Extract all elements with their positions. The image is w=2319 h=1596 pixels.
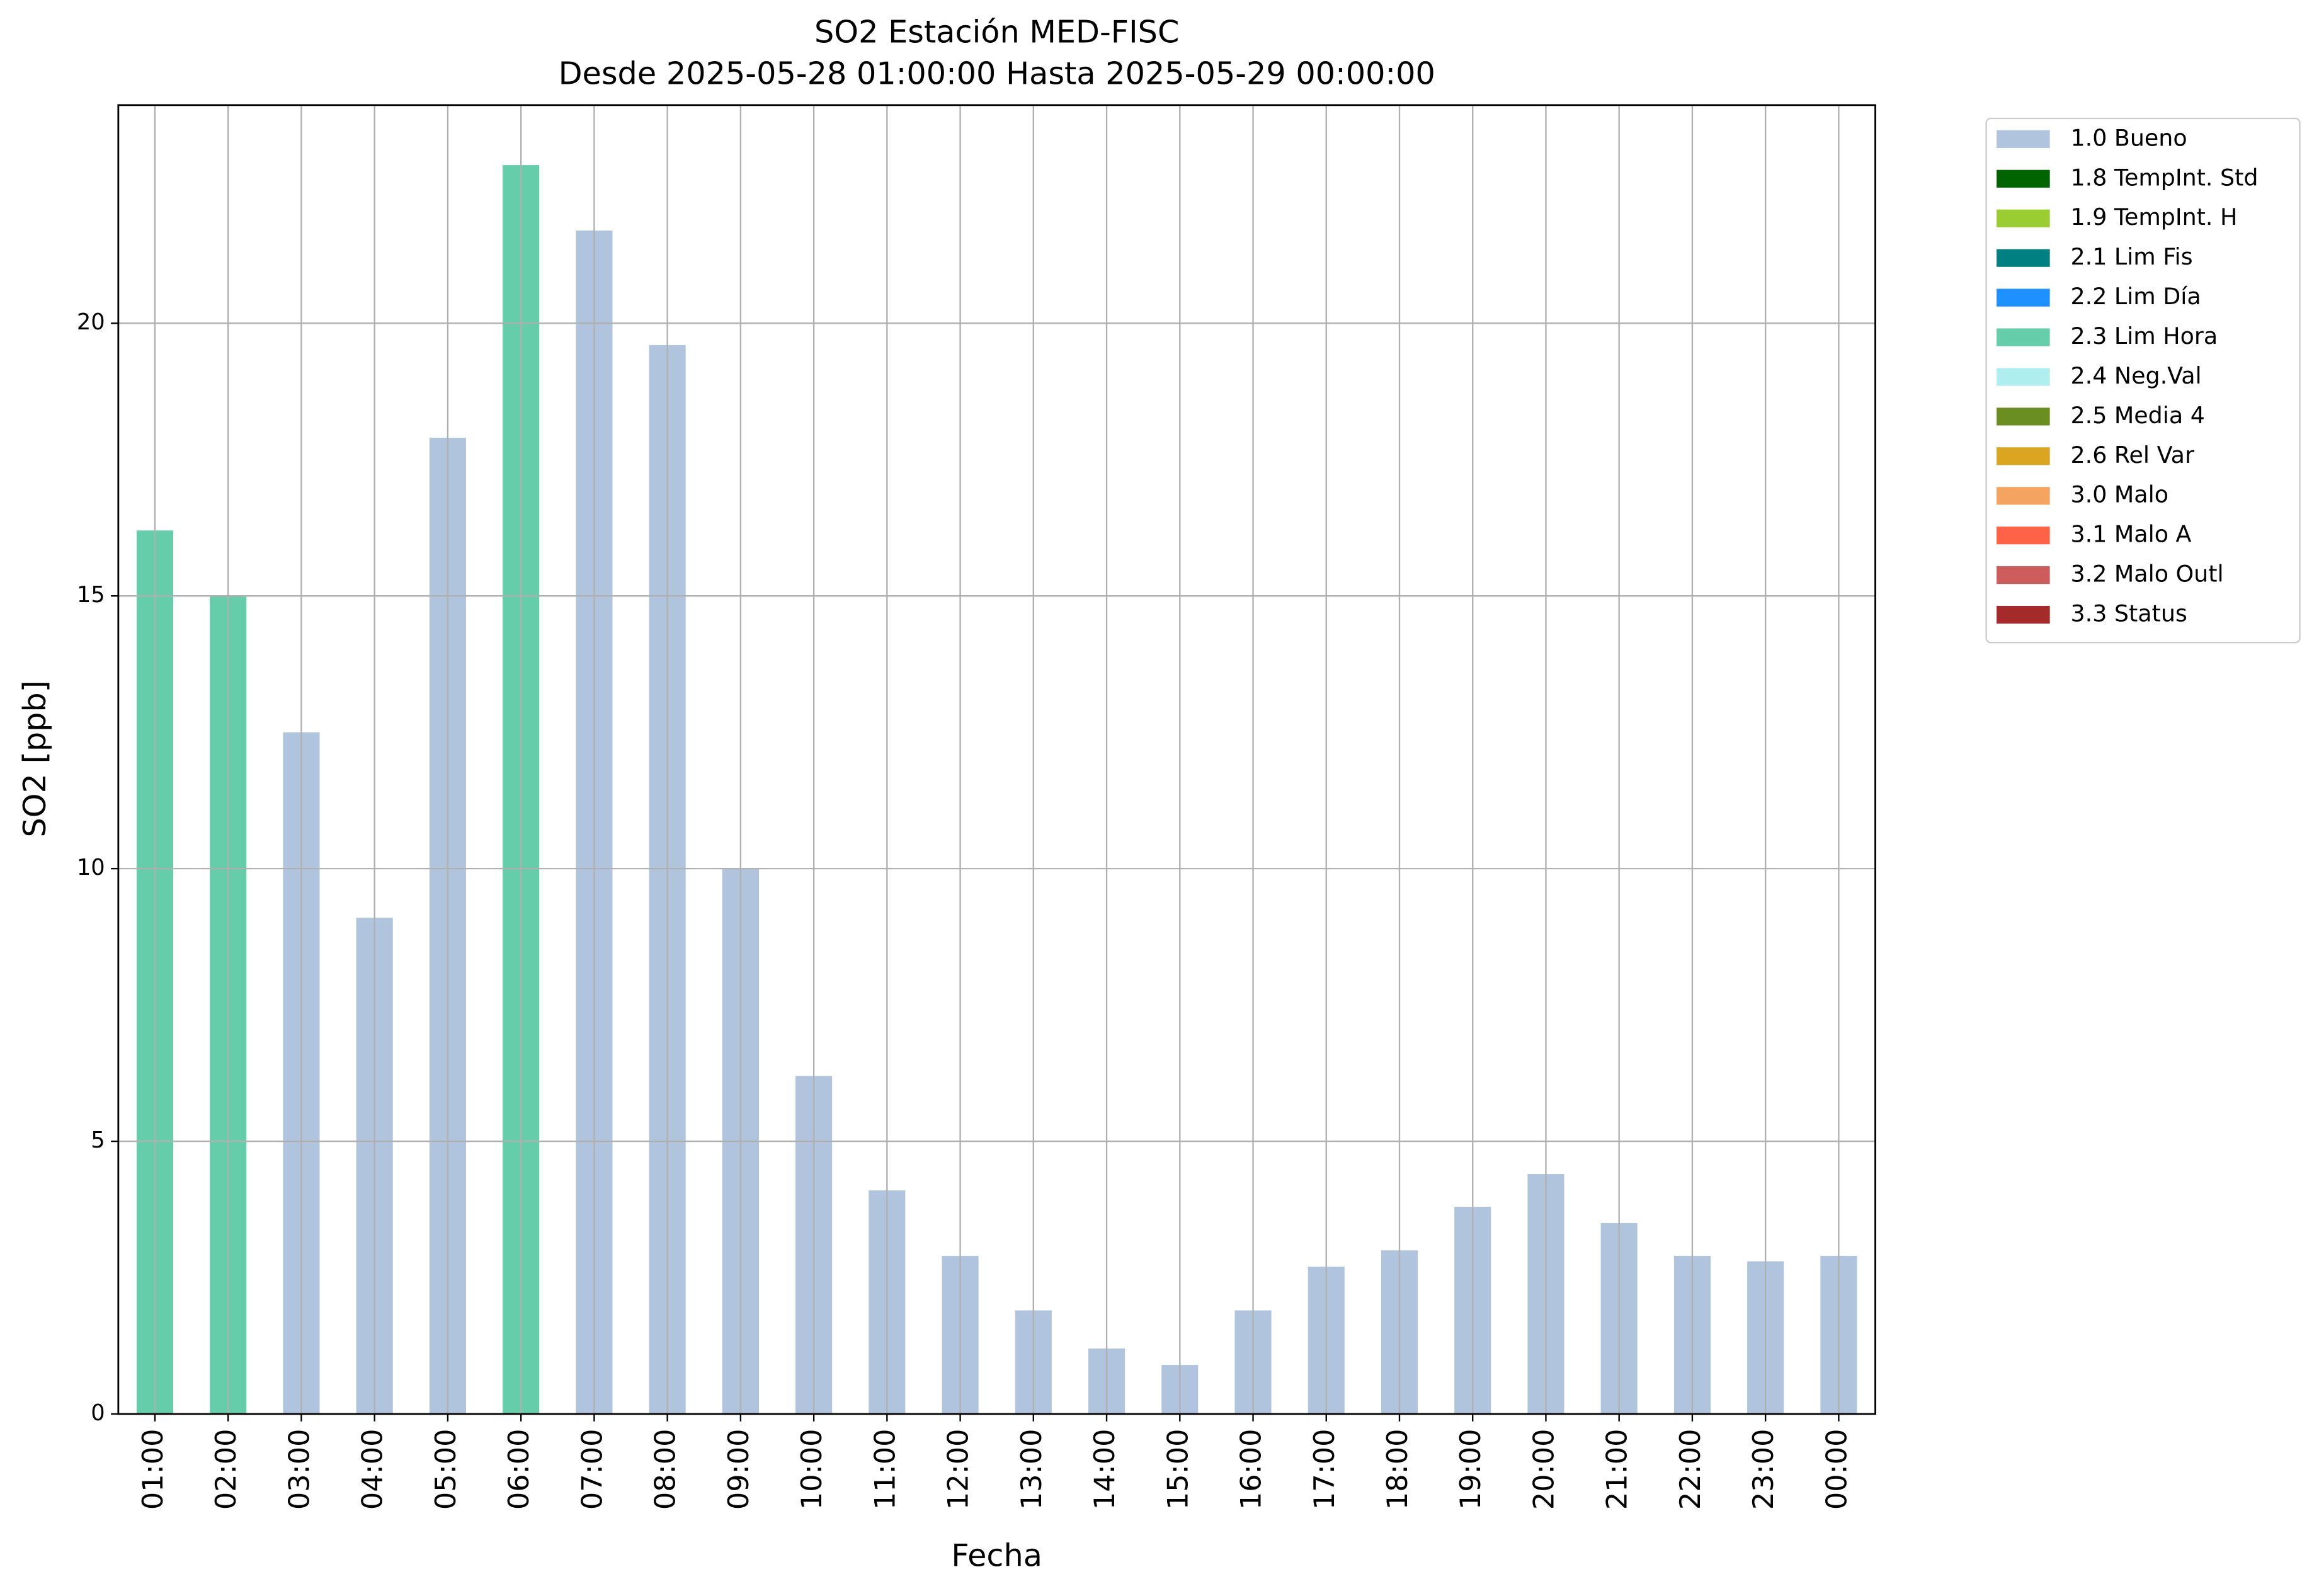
legend-label: 2.2 Lim Día	[2071, 283, 2201, 310]
x-tick-label: 11:00	[869, 1429, 901, 1510]
x-tick-label: 07:00	[576, 1429, 608, 1510]
legend-swatch	[1997, 288, 2050, 307]
plot-frame	[117, 104, 1876, 1415]
legend-label: 3.1 Malo A	[2071, 521, 2192, 548]
legend-label: 3.2 Malo Outl	[2071, 561, 2224, 588]
x-tick-label: 09:00	[722, 1429, 755, 1510]
x-tick-label: 16:00	[1235, 1429, 1268, 1510]
legend-swatch	[1997, 209, 2050, 227]
x-tick-label: 20:00	[1527, 1429, 1560, 1510]
legend-label: 1.8 TempInt. Std	[2071, 164, 2259, 191]
legend-label: 2.1 Lim Fis	[2071, 243, 2193, 270]
x-tick-label: 13:00	[1015, 1429, 1048, 1510]
legend-swatch	[1997, 408, 2050, 426]
legend-label: 3.3 Status	[2071, 600, 2187, 627]
legend-label: 1.9 TempInt. H	[2071, 203, 2238, 231]
legend-swatch	[1997, 566, 2050, 584]
x-tick-label: 04:00	[356, 1429, 389, 1510]
x-tick-label: 08:00	[649, 1429, 682, 1510]
x-tick-label: 02:00	[210, 1429, 242, 1510]
x-tick-label: 06:00	[503, 1429, 535, 1510]
legend-swatch	[1997, 130, 2050, 148]
y-tick-label: 5	[91, 1127, 105, 1153]
y-tick-label: 20	[77, 309, 105, 335]
legend-swatch	[1997, 328, 2050, 346]
x-tick-label: 14:00	[1088, 1429, 1121, 1510]
legend-swatch	[1997, 169, 2050, 188]
legend-label: 2.5 Media 4	[2071, 402, 2205, 429]
x-tick-label: 15:00	[1161, 1429, 1194, 1510]
x-tick-label: 10:00	[795, 1429, 828, 1510]
y-axis-label: SO2 [ppb]	[16, 680, 53, 837]
x-tick-label: 01:00	[137, 1429, 169, 1510]
x-tick-label: 21:00	[1601, 1429, 1634, 1510]
x-tick-label: 00:00	[1820, 1429, 1853, 1510]
chart-title: SO2 Estación MED-FISC	[814, 14, 1179, 50]
x-tick-label: 19:00	[1454, 1429, 1487, 1510]
x-tick-label: 05:00	[430, 1429, 462, 1510]
x-tick-label: 23:00	[1747, 1429, 1780, 1510]
legend-label: 1.0 Bueno	[2071, 124, 2187, 151]
x-tick-label: 18:00	[1381, 1429, 1414, 1510]
legend-swatch	[1997, 605, 2050, 624]
chart-subtitle: Desde 2025-05-28 01:00:00 Hasta 2025-05-…	[559, 55, 1435, 91]
x-tick-label: 22:00	[1674, 1429, 1707, 1510]
legend-label: 2.4 Neg.Val	[2071, 362, 2202, 389]
legend-label: 2.3 Lim Hora	[2071, 322, 2218, 350]
legend-swatch	[1997, 249, 2050, 267]
y-tick-label: 10	[77, 855, 105, 881]
legend-label: 2.6 Rel Var	[2071, 442, 2194, 469]
legend-frame	[1985, 117, 2301, 644]
legend-swatch	[1997, 527, 2050, 545]
y-tick-label: 0	[91, 1400, 105, 1426]
y-tick-label: 15	[77, 582, 105, 608]
x-tick-label: 12:00	[942, 1429, 975, 1510]
legend-label: 3.0 Malo	[2071, 481, 2168, 508]
legend-swatch	[1997, 447, 2050, 465]
x-tick-label: 17:00	[1308, 1429, 1341, 1510]
legend-swatch	[1997, 368, 2050, 386]
legend-swatch	[1997, 487, 2050, 505]
x-tick-label: 03:00	[283, 1429, 316, 1510]
x-axis-label: Fecha	[951, 1537, 1042, 1573]
